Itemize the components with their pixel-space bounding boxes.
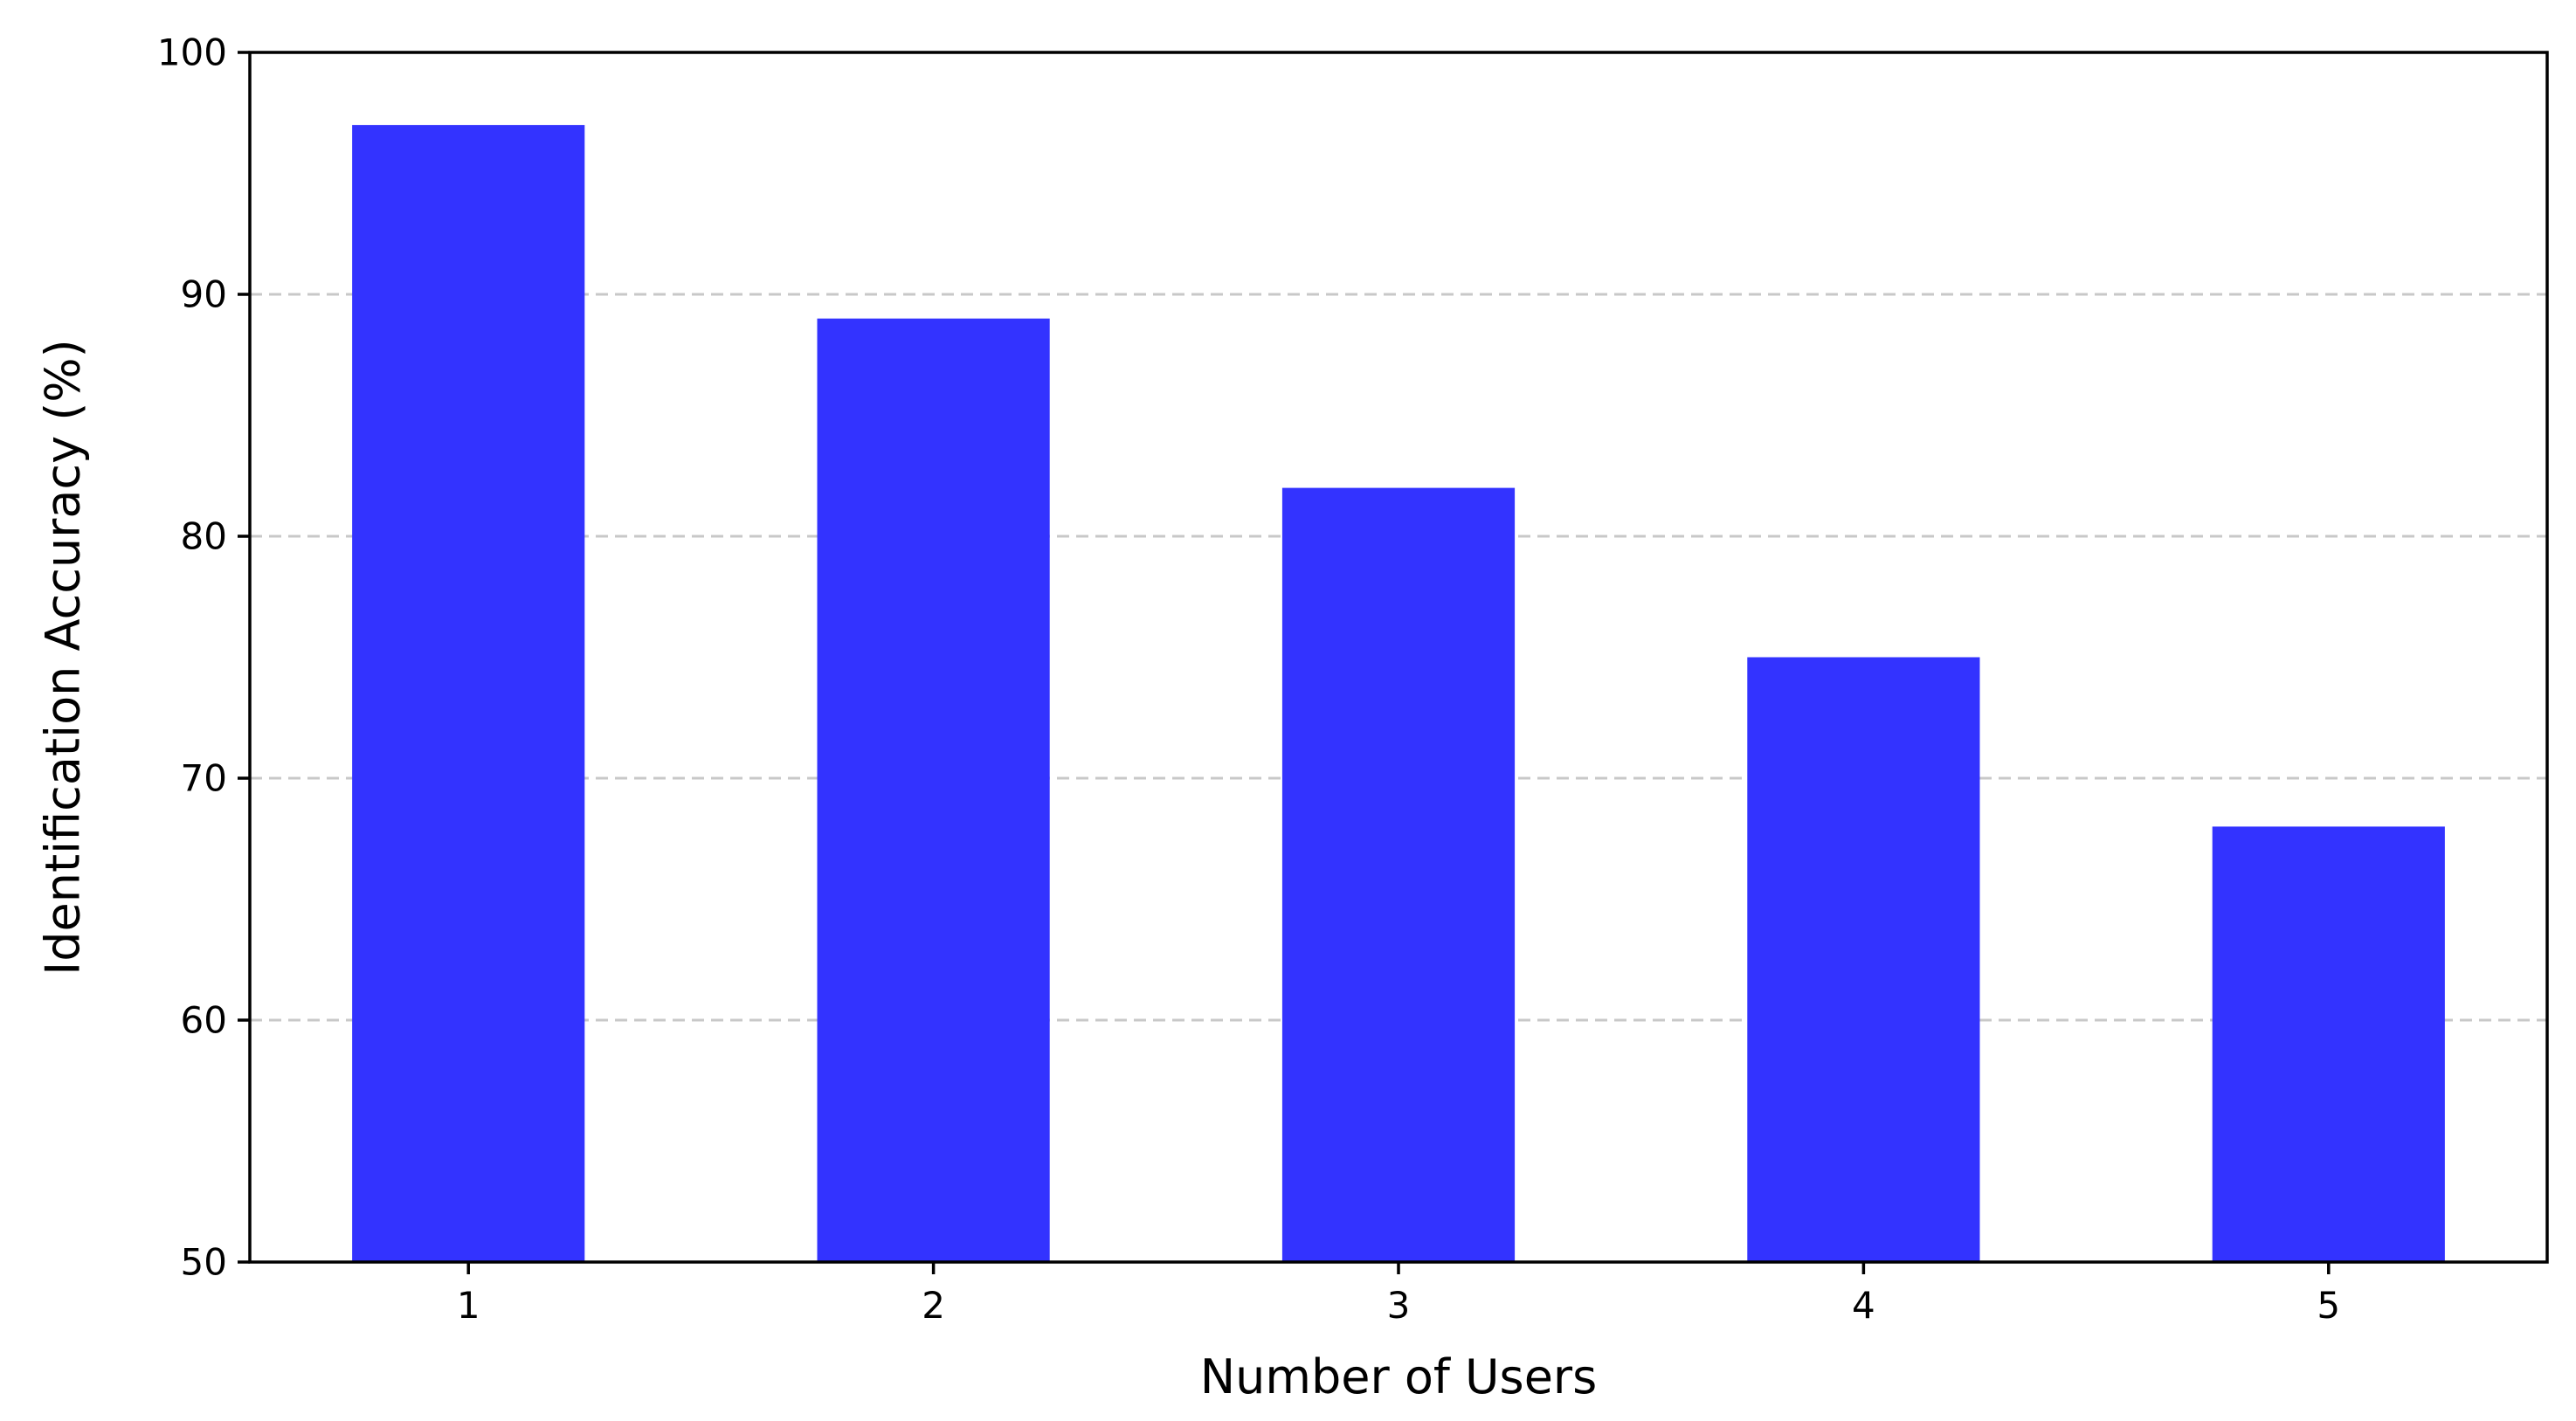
bar-4 <box>1747 657 1980 1262</box>
y-axis-label: Identification Accuracy (%) <box>36 339 91 975</box>
y-tick-label: 50 <box>181 1241 227 1284</box>
grid-lines <box>250 293 2547 1022</box>
x-tick-label: 4 <box>1852 1284 1875 1327</box>
x-tick-label: 1 <box>457 1284 480 1327</box>
bar-2 <box>817 318 1050 1263</box>
x-axis-ticks: 1 2 3 4 5 <box>457 1262 2340 1327</box>
x-axis-label: Number of Users <box>1200 1349 1598 1404</box>
y-tick-label: 100 <box>157 31 227 74</box>
bar-3 <box>1281 487 1516 1262</box>
bar-5 <box>2212 826 2445 1262</box>
y-tick-label: 80 <box>181 515 227 558</box>
x-tick-label: 5 <box>2317 1284 2340 1327</box>
y-tick-label: 60 <box>181 999 227 1042</box>
x-tick-label: 3 <box>1387 1284 1411 1327</box>
x-tick-label: 2 <box>922 1284 945 1327</box>
y-tick-label: 90 <box>181 273 227 316</box>
y-tick-label: 70 <box>181 757 227 800</box>
y-axis-ticks: 50 60 70 80 90 100 <box>157 31 250 1284</box>
bars <box>352 125 2445 1263</box>
bar-1 <box>352 125 585 1263</box>
